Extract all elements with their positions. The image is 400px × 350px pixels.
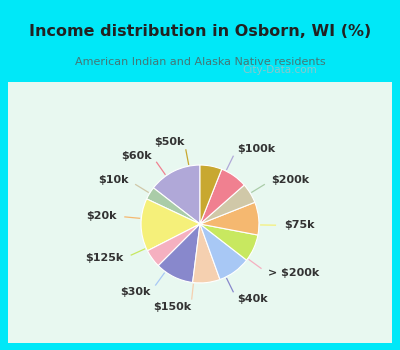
Text: City-Data.com: City-Data.com	[243, 65, 317, 75]
Text: Income distribution in Osborn, WI (%): Income distribution in Osborn, WI (%)	[29, 24, 371, 39]
Wedge shape	[193, 224, 220, 283]
Wedge shape	[200, 202, 259, 235]
Text: $125k: $125k	[86, 253, 124, 264]
Wedge shape	[200, 169, 244, 224]
Text: $50k: $50k	[154, 137, 184, 147]
Text: > $200k: > $200k	[268, 268, 319, 278]
Text: $150k: $150k	[153, 302, 191, 312]
Text: $40k: $40k	[237, 294, 268, 304]
Text: $20k: $20k	[86, 211, 117, 221]
Wedge shape	[200, 165, 222, 224]
Text: $10k: $10k	[98, 175, 129, 185]
Wedge shape	[148, 224, 200, 266]
Bar	[8, 82, 392, 343]
Wedge shape	[154, 165, 200, 224]
Text: American Indian and Alaska Native residents: American Indian and Alaska Native reside…	[75, 57, 325, 67]
Wedge shape	[200, 224, 246, 279]
Text: $200k: $200k	[271, 175, 310, 185]
Text: $100k: $100k	[237, 144, 275, 154]
Wedge shape	[158, 224, 200, 282]
Wedge shape	[200, 185, 255, 224]
Text: $75k: $75k	[284, 220, 314, 230]
Wedge shape	[141, 199, 200, 251]
Bar	[0, 0, 400, 82]
Wedge shape	[147, 188, 200, 224]
Text: $30k: $30k	[120, 287, 151, 297]
Wedge shape	[200, 224, 258, 260]
Text: $60k: $60k	[121, 150, 152, 161]
